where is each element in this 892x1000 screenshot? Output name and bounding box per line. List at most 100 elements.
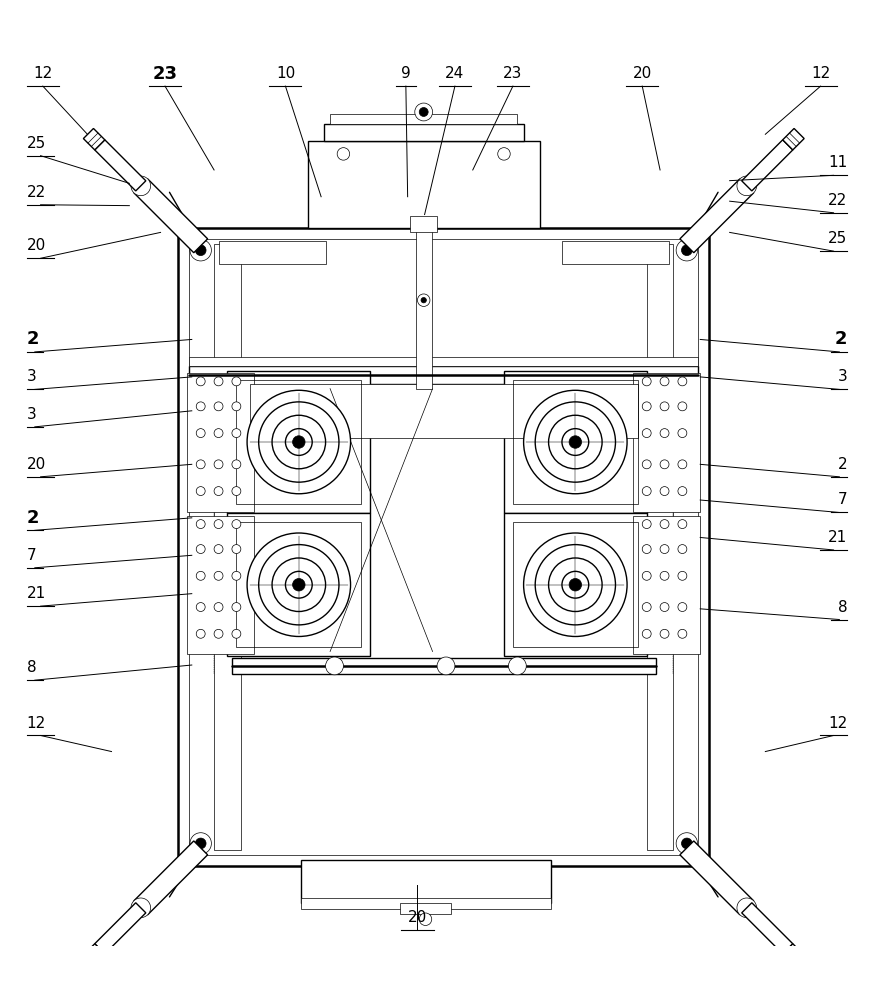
Text: 12: 12 bbox=[27, 716, 46, 730]
Circle shape bbox=[259, 545, 339, 625]
Bar bbox=[214, 384, 673, 400]
Bar bbox=[301, 860, 551, 903]
Circle shape bbox=[195, 245, 206, 256]
Bar bbox=[236, 522, 361, 647]
Circle shape bbox=[660, 571, 669, 580]
Circle shape bbox=[642, 603, 651, 611]
Circle shape bbox=[272, 415, 326, 469]
Circle shape bbox=[681, 838, 692, 849]
Circle shape bbox=[678, 520, 687, 529]
Bar bbox=[232, 658, 656, 674]
Circle shape bbox=[678, 545, 687, 554]
Bar bbox=[308, 141, 540, 228]
Text: 8: 8 bbox=[838, 600, 847, 615]
Circle shape bbox=[214, 520, 223, 529]
Circle shape bbox=[232, 377, 241, 386]
Circle shape bbox=[247, 390, 351, 494]
Circle shape bbox=[232, 520, 241, 529]
Polygon shape bbox=[680, 179, 754, 253]
Text: 3: 3 bbox=[838, 369, 847, 384]
Circle shape bbox=[196, 571, 205, 580]
Circle shape bbox=[676, 240, 698, 261]
Circle shape bbox=[676, 833, 698, 854]
Bar bbox=[633, 373, 700, 512]
Bar bbox=[562, 241, 669, 264]
Circle shape bbox=[232, 571, 241, 580]
Circle shape bbox=[232, 429, 241, 438]
Text: 3: 3 bbox=[27, 369, 37, 384]
Circle shape bbox=[678, 429, 687, 438]
Circle shape bbox=[195, 838, 206, 849]
Text: 10: 10 bbox=[276, 66, 295, 81]
Text: 22: 22 bbox=[828, 193, 847, 208]
Text: 2: 2 bbox=[27, 509, 39, 527]
Bar bbox=[227, 371, 370, 513]
Text: 12: 12 bbox=[828, 716, 847, 730]
Text: 24: 24 bbox=[445, 66, 465, 81]
Circle shape bbox=[285, 429, 312, 455]
Text: 25: 25 bbox=[27, 136, 46, 151]
Text: 22: 22 bbox=[27, 185, 46, 200]
Circle shape bbox=[678, 629, 687, 638]
Circle shape bbox=[660, 402, 669, 411]
Circle shape bbox=[259, 402, 339, 482]
Circle shape bbox=[190, 833, 211, 854]
Bar bbox=[219, 241, 326, 264]
Text: 20: 20 bbox=[408, 910, 427, 925]
Circle shape bbox=[737, 176, 756, 196]
Circle shape bbox=[214, 629, 223, 638]
Circle shape bbox=[562, 571, 589, 598]
Bar bbox=[189, 357, 698, 366]
Bar bbox=[250, 384, 638, 438]
Circle shape bbox=[214, 545, 223, 554]
Circle shape bbox=[326, 657, 343, 675]
Circle shape bbox=[642, 520, 651, 529]
Bar bbox=[236, 380, 361, 504]
Circle shape bbox=[660, 520, 669, 529]
Text: 7: 7 bbox=[838, 492, 847, 507]
Text: 12: 12 bbox=[33, 66, 53, 81]
Text: 20: 20 bbox=[27, 457, 46, 472]
Circle shape bbox=[642, 545, 651, 554]
Circle shape bbox=[272, 558, 326, 611]
Circle shape bbox=[660, 377, 669, 386]
Text: 11: 11 bbox=[828, 155, 847, 170]
Text: 23: 23 bbox=[503, 66, 523, 81]
Polygon shape bbox=[83, 128, 105, 150]
Bar bbox=[187, 516, 254, 654]
Circle shape bbox=[214, 402, 223, 411]
Text: 20: 20 bbox=[27, 238, 46, 253]
Circle shape bbox=[196, 429, 205, 438]
Circle shape bbox=[232, 629, 241, 638]
Circle shape bbox=[498, 148, 510, 160]
Text: 21: 21 bbox=[27, 586, 46, 601]
Circle shape bbox=[437, 657, 455, 675]
Text: 23: 23 bbox=[153, 65, 178, 83]
Bar bbox=[504, 371, 647, 513]
Bar bbox=[647, 244, 673, 850]
Bar bbox=[324, 124, 524, 141]
Circle shape bbox=[196, 545, 205, 554]
Bar bbox=[178, 228, 709, 866]
Circle shape bbox=[569, 578, 582, 591]
Circle shape bbox=[417, 294, 430, 306]
Circle shape bbox=[660, 460, 669, 469]
Circle shape bbox=[642, 429, 651, 438]
Circle shape bbox=[678, 571, 687, 580]
Circle shape bbox=[214, 460, 223, 469]
Circle shape bbox=[678, 603, 687, 611]
Bar bbox=[189, 366, 698, 384]
Circle shape bbox=[337, 148, 350, 160]
Circle shape bbox=[642, 460, 651, 469]
Circle shape bbox=[681, 245, 692, 256]
Circle shape bbox=[524, 390, 627, 494]
Circle shape bbox=[524, 533, 627, 636]
Bar bbox=[504, 513, 647, 656]
Text: 2: 2 bbox=[838, 457, 847, 472]
Text: 7: 7 bbox=[27, 548, 37, 563]
Circle shape bbox=[419, 108, 428, 116]
Circle shape bbox=[196, 603, 205, 611]
Circle shape bbox=[285, 571, 312, 598]
Circle shape bbox=[660, 545, 669, 554]
Circle shape bbox=[293, 436, 305, 448]
